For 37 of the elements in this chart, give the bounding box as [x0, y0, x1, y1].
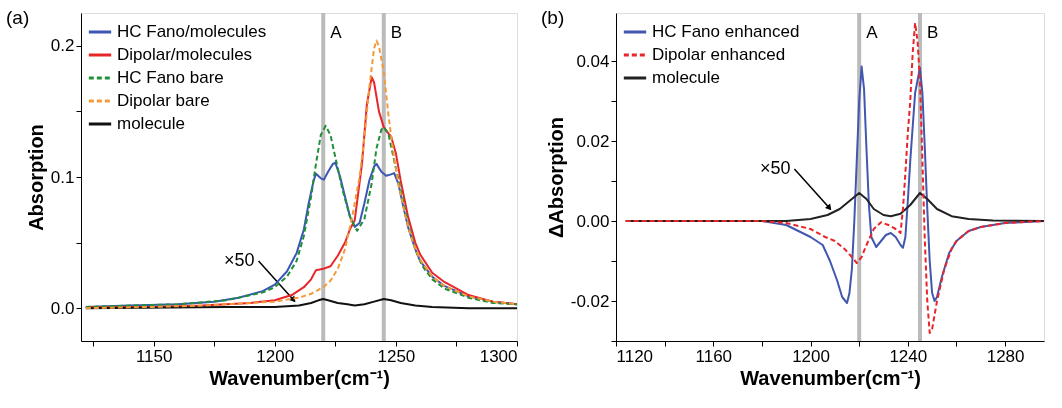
x-tick-label: 1280 — [986, 346, 1025, 366]
legend-label: HC Fano/molecules — [117, 22, 267, 41]
y-tick-label: -0.02 — [570, 291, 610, 311]
text: (a) — [6, 7, 30, 28]
text: (b) — [541, 7, 565, 28]
legend-label: molecule — [652, 68, 721, 87]
x-tick-label: 1200 — [256, 346, 295, 366]
legend-label: HC Fano bare — [117, 68, 224, 87]
x-tick-label: 1240 — [889, 346, 928, 366]
ref-line-label: A — [330, 23, 343, 42]
y-tick-label: 0.02 — [576, 131, 610, 151]
annotation: ×50 — [224, 249, 255, 270]
x-tick-label: 1200 — [792, 346, 830, 366]
ref-line-label: B — [390, 23, 403, 42]
x-tick-label: 1250 — [377, 346, 416, 366]
legend-label: Dipolar/molecules — [117, 45, 253, 64]
x-tick-label: 1300 — [479, 346, 518, 366]
legend-label: Dipolar bare — [117, 91, 210, 110]
x-axis-title: Wavenumber(cm⁻¹) — [209, 366, 390, 389]
x-axis-title: Wavenumber(cm⁻¹) — [740, 366, 921, 389]
line-series — [624, 22, 1044, 334]
y-axis-title: Absorption — [24, 124, 47, 231]
x-tick-label: 1150 — [135, 346, 173, 366]
ref-line-label: A — [866, 23, 879, 42]
y-axis-title: ΔAbsorption — [544, 116, 567, 239]
x-tick-label: 1120 — [616, 346, 654, 366]
legend-label: molecule — [117, 114, 186, 133]
y-tick-label: 0.2 — [50, 36, 75, 56]
x-tick-label: 1160 — [695, 346, 733, 366]
annotation: ×50 — [759, 158, 791, 178]
legend-label: Dipolar enhanced — [652, 45, 786, 64]
legend-label: HC Fano enhanced — [652, 22, 800, 41]
y-tick-label: 0.00 — [576, 211, 610, 231]
y-tick-label: 0.1 — [50, 167, 75, 187]
y-tick-label: 0.04 — [576, 51, 610, 71]
ref-line-label: B — [926, 23, 939, 42]
y-tick-label: 0.0 — [50, 298, 75, 318]
